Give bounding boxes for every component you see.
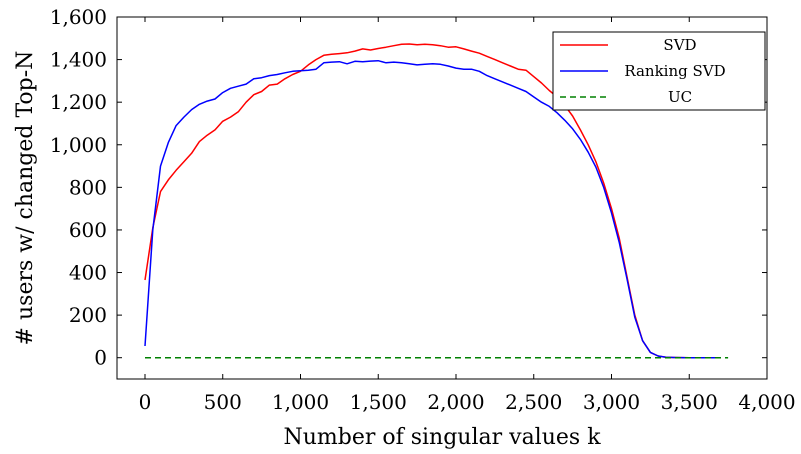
y-tick-label: 1,400 bbox=[50, 48, 107, 72]
y-tick-label: 600 bbox=[69, 218, 107, 242]
svd-line bbox=[144, 43, 721, 359]
x-tick-label: 3,500 bbox=[661, 390, 718, 414]
x-tick-label: 4,000 bbox=[738, 390, 795, 414]
x-tick-label: 2,500 bbox=[505, 390, 562, 414]
series-layer bbox=[144, 43, 729, 359]
legend-label-uc: UC bbox=[668, 88, 692, 106]
y-tick-label: 400 bbox=[69, 261, 107, 285]
legend: SVD Ranking SVD UC bbox=[552, 31, 766, 111]
y-tick-label: 800 bbox=[69, 175, 107, 199]
x-tick-label: 1,000 bbox=[272, 390, 329, 414]
y-tick-label: 1,200 bbox=[50, 90, 107, 114]
legend-label-ranking-svd: Ranking SVD bbox=[624, 62, 725, 80]
ranking-svd-line bbox=[144, 59, 721, 359]
y-axis-title: # users w/ changed Top-N bbox=[13, 51, 38, 346]
x-tick-label: 3,000 bbox=[583, 390, 640, 414]
plot-frame bbox=[116, 16, 768, 380]
x-tick-label: 2,000 bbox=[427, 390, 484, 414]
y-tick-label: 200 bbox=[69, 303, 107, 327]
y-tick-label: 0 bbox=[94, 346, 107, 370]
x-tick-label: 0 bbox=[139, 390, 152, 414]
x-tick-label: 500 bbox=[204, 390, 242, 414]
x-axis-title: Number of singular values k bbox=[283, 425, 601, 450]
y-tick-label: 1,000 bbox=[50, 133, 107, 157]
legend-label-svd: SVD bbox=[663, 36, 696, 54]
x-tick-label: 1,500 bbox=[350, 390, 407, 414]
y-axis: 0 200 400 600 800 1,000 1,200 1,400 1,600 bbox=[50, 5, 767, 370]
y-tick-label: 1,600 bbox=[50, 5, 107, 29]
x-axis: 0 500 1,000 1,500 2,000 2,500 3,000 3,500 4,000 bbox=[139, 17, 796, 414]
